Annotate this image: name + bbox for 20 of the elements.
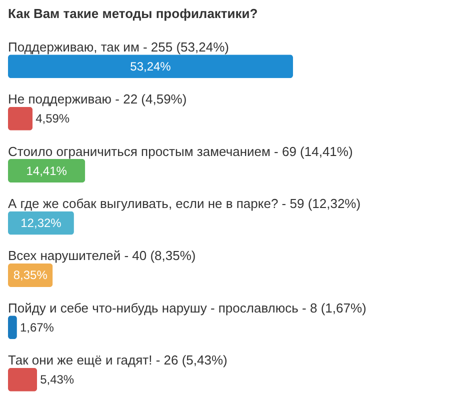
y-tick-label: Стоило ограничиться простым замечанием - 69 (14,41%): [8, 144, 353, 159]
data-label: 8,35%: [13, 268, 48, 282]
y-tick-label: Всех нарушителей - 40 (8,35%): [8, 248, 196, 264]
data-label: 1,67%: [20, 320, 54, 334]
data-label: 53,24%: [130, 59, 172, 74]
y-tick-label: А где же собак выгуливать, если не в парке? - 59 (12,32%): [8, 196, 361, 211]
chart-title: Как Вам такие методы профилактики?: [8, 6, 258, 21]
bar: [8, 159, 86, 183]
y-tick-label: Поддерживаю, так им - 255 (53,24%): [8, 39, 229, 54]
bar: [8, 106, 33, 130]
data-label: 14,41%: [26, 164, 68, 178]
y-tick-label: Не поддерживаю - 22 (4,59%): [8, 92, 187, 107]
y-tick-label: Так они же ещё и гадят! - 26 (5,43%): [8, 352, 228, 368]
bar: [8, 368, 38, 392]
data-label: 4,59%: [36, 112, 70, 126]
bar: [8, 54, 293, 78]
bar: [8, 316, 17, 340]
data-label: 5,43%: [40, 372, 74, 387]
data-label: 12,32%: [20, 216, 62, 230]
y-tick-label: Пойду и себе что-нибудь нарушу - прославлюсь - 8 (1,67%): [8, 300, 366, 316]
